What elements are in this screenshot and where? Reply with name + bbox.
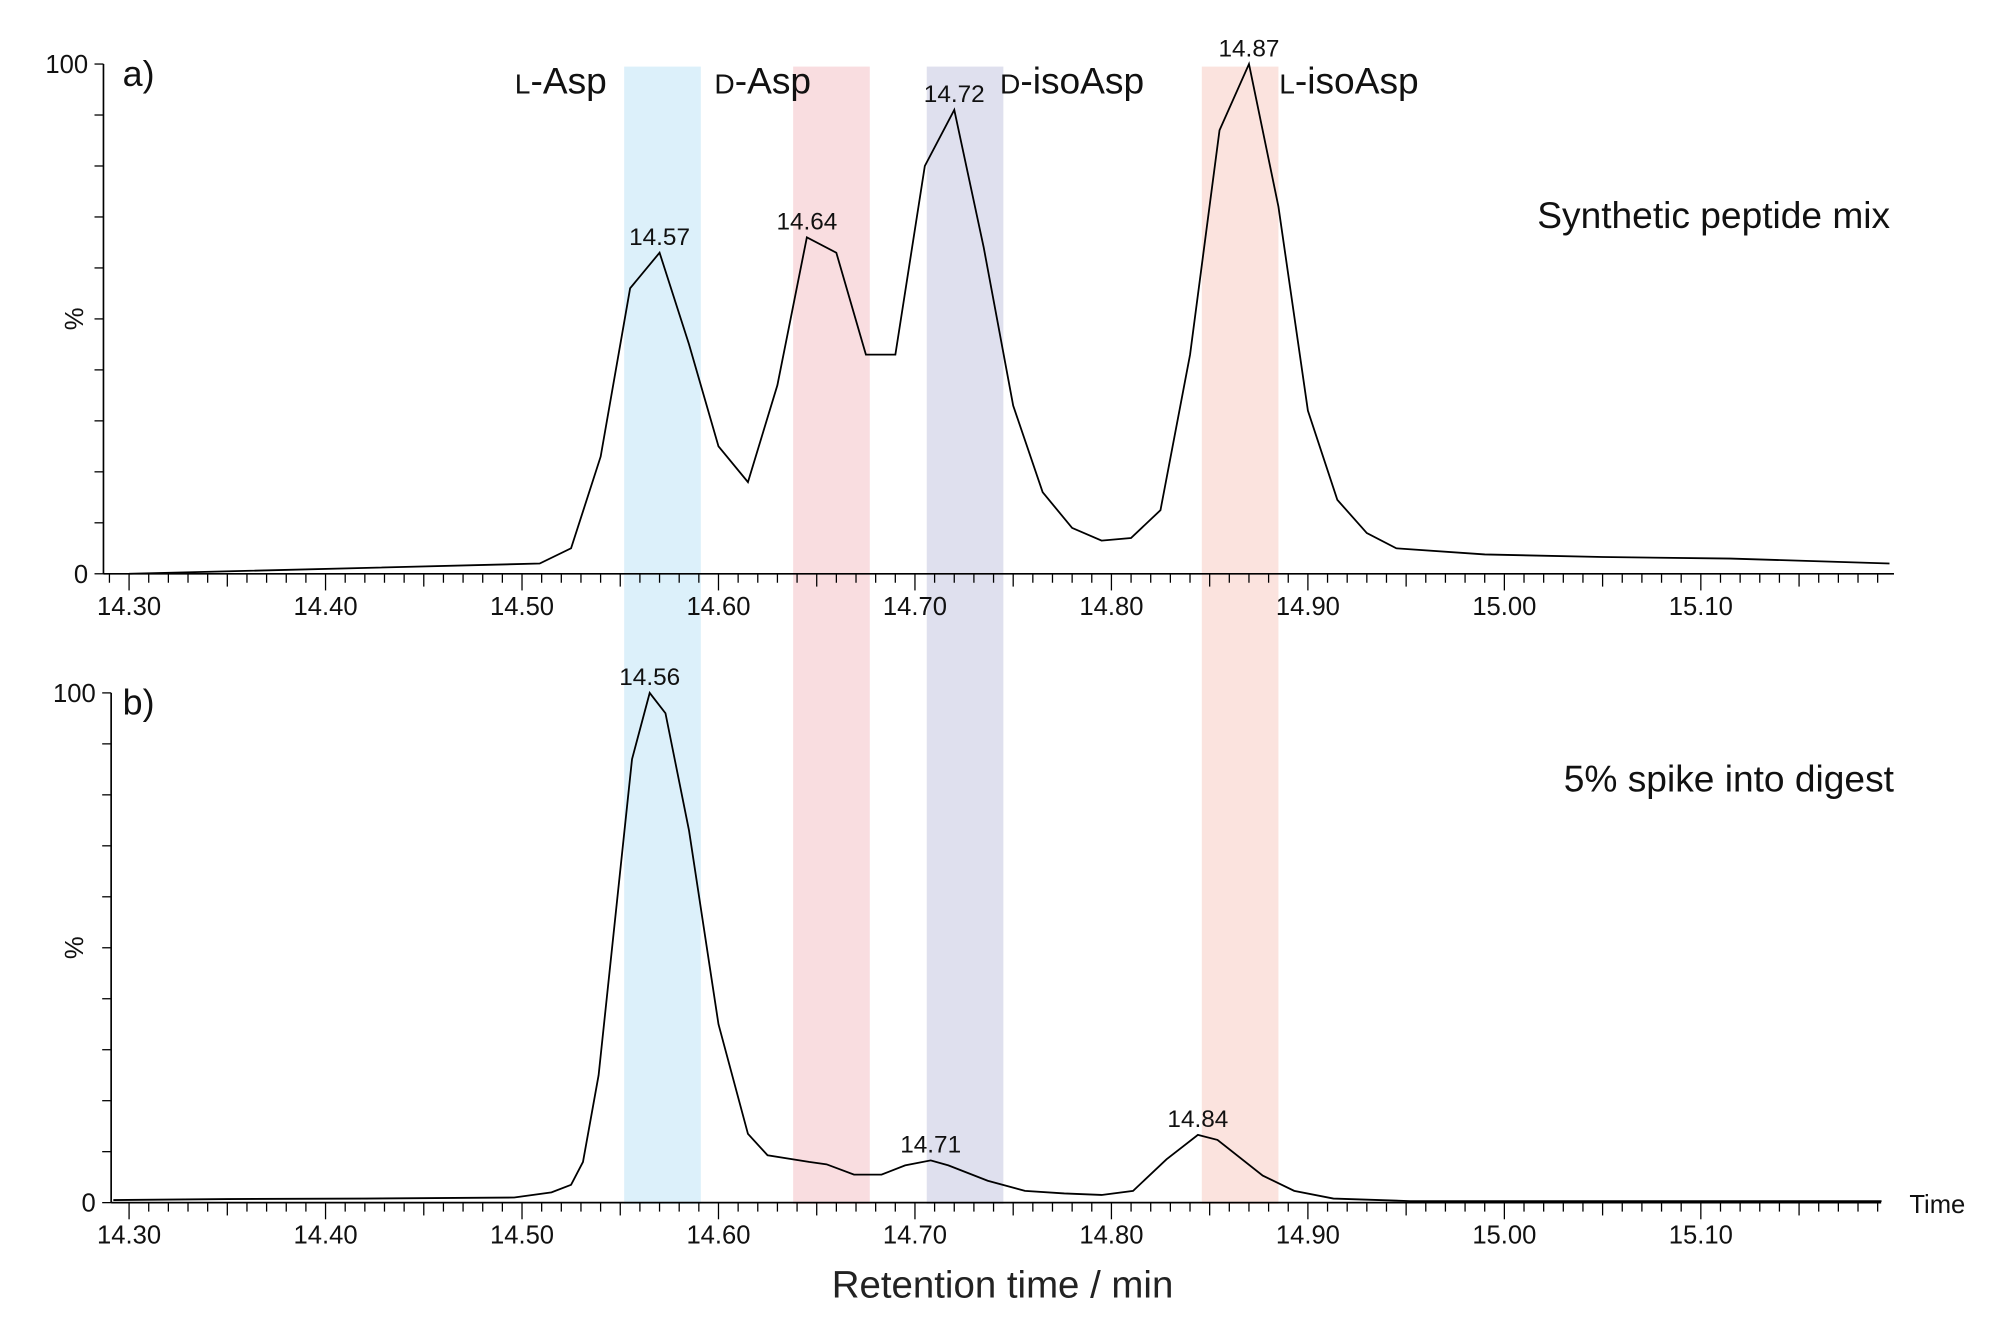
y-tick-label-0: 0 [82, 1190, 96, 1218]
y-tick-label-100: 100 [53, 680, 96, 708]
isomer-bands [624, 66, 1279, 1204]
peak-label: 14.72 [924, 81, 985, 108]
x-tick-label: 14.50 [490, 593, 554, 621]
x-tick-label: 14.50 [490, 1222, 554, 1250]
y-tick-label-100: 100 [45, 51, 88, 79]
peak-label: 14.56 [619, 664, 680, 691]
band-L-Asp [624, 66, 701, 1204]
x-tick-label: 15.10 [1669, 593, 1733, 621]
x-tick-label: 14.70 [883, 593, 947, 621]
band-label-prefix: D [1000, 67, 1020, 99]
band-label-L-isoAsp: L-isoAsp [1279, 59, 1418, 101]
x-tick-label: 14.80 [1079, 1222, 1143, 1250]
band-label-D-isoAsp: D-isoAsp [1000, 59, 1144, 101]
peak-label: 14.64 [776, 209, 837, 236]
panel-letter: a) [123, 54, 155, 94]
panels: 0 100% 14.30 14.40 14.50 14.60 14.70 14.80 14.90… [45, 35, 1965, 1249]
band-label-name: -isoAsp [1020, 59, 1144, 101]
band-label-name: -isoAsp [1295, 59, 1419, 101]
x-tick-label: 14.80 [1079, 593, 1143, 621]
panel-title: 5% spike into digest [1564, 758, 1895, 800]
band-label-name: -Asp [735, 59, 811, 101]
band-D-Asp [793, 66, 870, 1204]
band-label-D-Asp: D-Asp [714, 59, 811, 101]
x-tick-label: 15.10 [1669, 1222, 1733, 1250]
panel-title: Synthetic peptide mix [1537, 194, 1890, 236]
band-label-prefix: L [515, 67, 531, 99]
band-labels: L-Asp D-Asp D-isoAsp L-isoAsp [515, 59, 1419, 101]
panel-a: 0 100% 14.30 14.40 14.50 14.60 14.70 14.80 14.90… [45, 35, 1894, 621]
x-tick-label: 14.40 [294, 1222, 358, 1250]
band-L-isoAsp [1201, 66, 1279, 1204]
y-tick-label-0: 0 [74, 561, 88, 589]
trace-line [129, 61, 1890, 575]
trace-line [113, 690, 1882, 1203]
peak-label: 14.87 [1219, 35, 1280, 62]
band-label-prefix: L [1279, 67, 1295, 99]
x-tick-label: 14.90 [1276, 1222, 1340, 1250]
x-tick-label: 15.00 [1472, 593, 1536, 621]
band-label-L-Asp: L-Asp [515, 59, 607, 101]
peak-label: 14.84 [1167, 1106, 1228, 1133]
band-label-prefix: D [714, 67, 734, 99]
y-axis-title: % [61, 936, 89, 959]
peak-label: 14.57 [629, 224, 690, 251]
x-tick-label: 14.90 [1276, 593, 1340, 621]
x-tick-label: 14.60 [686, 1222, 750, 1250]
x-tick-label: 14.60 [686, 593, 750, 621]
panel-letter: b) [123, 683, 155, 723]
x-axis-title: Retention time / min [832, 1263, 1174, 1306]
x-tick-label: 14.30 [97, 593, 161, 621]
band-label-name: -Asp [530, 59, 606, 101]
band-D-isoAsp [926, 66, 1004, 1204]
x-tick-label: 15.00 [1472, 1222, 1536, 1250]
x-tick-label: 14.70 [883, 1222, 947, 1250]
panel-b: 0 100% 14.30 14.40 14.50 14.60 14.70 14.80 14.90… [53, 664, 1965, 1249]
y-axis-title: % [61, 308, 89, 331]
x-tick-label: 14.30 [97, 1222, 161, 1250]
x-axis-end-label: Time [1909, 1191, 1965, 1219]
peak-label: 14.71 [900, 1132, 961, 1159]
x-tick-label: 14.40 [294, 593, 358, 621]
